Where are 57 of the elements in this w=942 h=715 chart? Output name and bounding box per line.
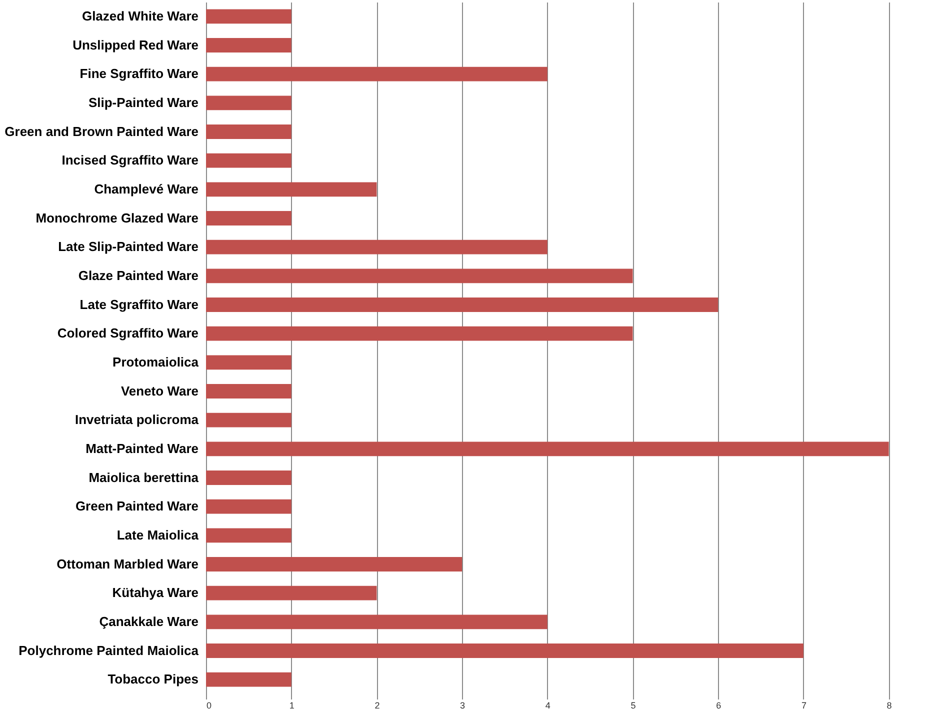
y-tick-label: Late Sgraffito Ware bbox=[80, 296, 198, 312]
y-tick-label: Fine Sgraffito Ware bbox=[80, 66, 198, 82]
bar bbox=[206, 96, 292, 110]
y-tick-label: Monochrome Glazed Ware bbox=[36, 210, 198, 226]
bar bbox=[206, 124, 292, 139]
y-tick-label: Late Maiolica bbox=[116, 527, 200, 542]
y-tick-label: Glaze Painted Ware bbox=[78, 268, 198, 283]
bar bbox=[206, 557, 462, 572]
bar bbox=[206, 384, 292, 398]
y-tick-label: Protomaiolica bbox=[112, 354, 200, 370]
y-tick-label: Kütahya Ware bbox=[112, 585, 198, 600]
y-tick-label: Unslipped Red Ware bbox=[72, 37, 198, 52]
y-tick-label: Çanakkale Ware bbox=[99, 614, 198, 629]
bar bbox=[206, 614, 548, 630]
bar bbox=[206, 182, 377, 197]
bar bbox=[206, 240, 548, 254]
y-tick-label: Ottoman Marbled Ware bbox=[56, 556, 198, 572]
x-tick-label: 4 bbox=[545, 700, 550, 710]
bar bbox=[206, 672, 292, 687]
x-tick-label: 1 bbox=[289, 700, 294, 710]
x-tick-label: 5 bbox=[630, 700, 636, 710]
x-tick-label: 8 bbox=[886, 700, 892, 710]
y-tick-label: Matt-Painted Ware bbox=[86, 440, 198, 456]
y-tick-label: Glazed White Ware bbox=[82, 8, 198, 24]
y-tick-label: Polychrome Painted Maiolica bbox=[18, 642, 200, 658]
y-tick-label: Green and Brown Painted Ware bbox=[4, 124, 198, 139]
bar bbox=[206, 644, 804, 658]
y-tick-label: Veneto Ware bbox=[120, 383, 198, 398]
bar bbox=[206, 412, 292, 428]
y-tick-label: Tobacco Pipes bbox=[108, 672, 198, 687]
y-tick-label: Incised Sgraffito Ware bbox=[62, 152, 198, 168]
bar bbox=[206, 38, 292, 52]
bar bbox=[206, 355, 292, 370]
x-tick-label: 7 bbox=[801, 700, 806, 710]
y-tick-label: Maiolica berettina bbox=[88, 470, 200, 485]
bar bbox=[206, 211, 292, 226]
bar bbox=[206, 470, 292, 485]
y-tick-label: Invetriata policroma bbox=[74, 412, 200, 428]
bar bbox=[206, 499, 292, 514]
bar bbox=[206, 298, 718, 312]
y-tick-label: Slip-Painted Ware bbox=[88, 94, 198, 110]
y-tick-label: Champlevé Ware bbox=[94, 181, 198, 196]
y-tick-label: Colored Sgraffito Ware bbox=[57, 326, 198, 341]
bar bbox=[206, 66, 548, 82]
bar bbox=[206, 153, 292, 168]
x-tick-label: 0 bbox=[206, 700, 212, 710]
y-tick-label: Green Painted Ware bbox=[75, 498, 198, 514]
x-tick-label: 6 bbox=[716, 700, 722, 710]
y-tick-label: Late Slip-Painted Ware bbox=[58, 239, 198, 254]
x-tick-label: 3 bbox=[460, 700, 466, 710]
bar bbox=[206, 9, 292, 24]
bar bbox=[206, 528, 292, 543]
bar bbox=[206, 442, 889, 456]
x-tick-label: 2 bbox=[374, 700, 380, 710]
bar bbox=[206, 326, 633, 341]
bar bbox=[206, 268, 633, 284]
bar bbox=[206, 586, 377, 600]
